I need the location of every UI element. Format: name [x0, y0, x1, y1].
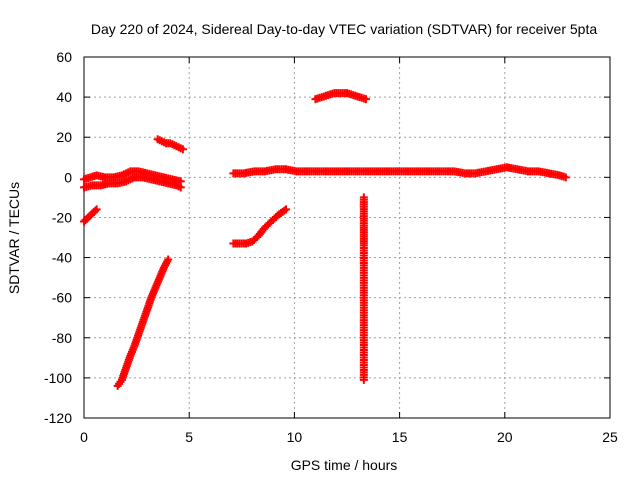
data-point [176, 183, 185, 192]
x-axis-ticks: 0 5 10 15 20 25 [80, 57, 618, 445]
plot-frame [83, 56, 611, 419]
series-arc-2 [80, 205, 101, 226]
x-tick-label: 15 [392, 429, 408, 445]
data-point [178, 145, 187, 154]
data-points [80, 89, 570, 390]
y-axis-label: SDTVAR / TECUs [6, 182, 22, 294]
series-arc-1b [80, 173, 185, 192]
series-arc-5 [229, 205, 290, 248]
y-tick-label: -20 [52, 209, 72, 225]
series-arc-6 [229, 163, 570, 182]
data-point [164, 255, 173, 264]
series-outliers [359, 193, 368, 384]
data-point [91, 206, 100, 215]
chart-title: Day 220 of 2024, Sidereal Day-to-day VTE… [91, 21, 598, 37]
x-tick-label: 5 [185, 429, 193, 445]
y-axis-ticks: -120 -100 -80 -60 -40 -20 0 20 40 60 [44, 49, 610, 426]
series-arc-4 [153, 135, 187, 154]
y-tick-label: -80 [52, 330, 72, 346]
series-arc-7 [311, 89, 370, 104]
x-axis-label: GPS time / hours [291, 457, 398, 473]
y-tick-label: 40 [56, 89, 72, 105]
y-tick-label: 0 [64, 169, 72, 185]
x-tick-label: 0 [80, 429, 88, 445]
y-tick-label: 20 [56, 129, 72, 145]
data-point [359, 375, 368, 384]
data-point [561, 173, 570, 182]
grid-lines [83, 56, 611, 419]
data-point [361, 95, 370, 104]
y-tick-label: -60 [52, 290, 72, 306]
x-tick-label: 25 [602, 429, 618, 445]
data-point [281, 205, 290, 214]
x-tick-label: 20 [497, 429, 513, 445]
y-tick-label: 60 [56, 49, 72, 65]
y-tick-label: -100 [44, 370, 72, 386]
data-point [92, 205, 101, 214]
y-tick-label: -120 [44, 410, 72, 426]
y-tick-label: -40 [52, 250, 72, 266]
x-tick-label: 10 [287, 429, 303, 445]
series-arc-3 [113, 255, 173, 390]
